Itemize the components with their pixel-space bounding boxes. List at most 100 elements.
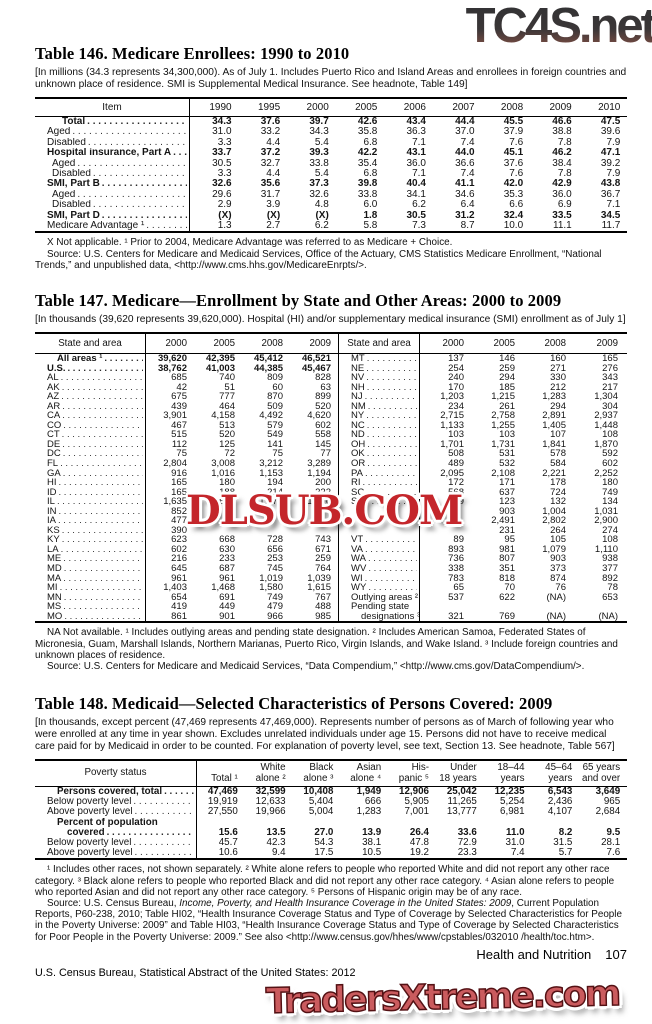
cell: 217 xyxy=(602,382,618,393)
row-label-text: IL xyxy=(47,497,55,507)
row-label-text: KY xyxy=(47,535,60,545)
row-label: HI xyxy=(35,478,146,488)
row-label: MD xyxy=(35,564,146,574)
cell: 39.3 xyxy=(309,148,329,159)
row-label: AR xyxy=(35,401,146,412)
cell: 892 xyxy=(602,573,618,584)
row-label: MA xyxy=(35,573,146,584)
column-header-year: 2008 xyxy=(500,102,524,113)
cell: 77 xyxy=(290,449,339,460)
leader-dots xyxy=(93,200,187,210)
cell: 7.4 xyxy=(510,848,525,859)
table146: Item 1990 1995 2000 2005 2006 2007 2008 … xyxy=(35,97,627,234)
row-label-text: DC xyxy=(47,449,61,460)
cell: 30.5 xyxy=(406,210,426,221)
cell: 724 xyxy=(550,487,566,498)
row-label-text: Pending state xyxy=(351,602,410,612)
row-label-text: U.S. xyxy=(47,363,66,374)
cell: 532 xyxy=(499,459,515,469)
cell xyxy=(420,602,471,612)
cell: 903 xyxy=(499,506,515,517)
source-text: Source: U.S. Census Bureau, xyxy=(47,898,180,910)
cell: 76 xyxy=(555,583,566,593)
row-label: Disabled xyxy=(35,200,190,211)
row-label-text: NY xyxy=(351,411,365,421)
cell: 520 xyxy=(219,430,235,440)
cell: 966 xyxy=(267,611,283,622)
cell: 17.5 xyxy=(314,848,334,859)
cell xyxy=(573,602,625,612)
table147-body: All areas ¹ 39,620 42,395 45,412 46,521 MT 137… xyxy=(35,354,627,622)
leader-dots xyxy=(62,383,143,393)
cell: 7.8 xyxy=(557,137,572,148)
row-label: Medicare Advantage ¹ xyxy=(35,221,190,232)
cell: 509 xyxy=(267,401,283,412)
table148: Poverty status Total ¹ White alone ² Bla… xyxy=(35,759,627,861)
cell xyxy=(436,818,484,828)
table146-header-row: Item 1990 1995 2000 2005 2006 2007 2008 … xyxy=(35,99,627,117)
watermark-tc4s: TC4S.net xyxy=(465,0,652,53)
column-header-year: 2009 xyxy=(596,338,618,349)
row-label-text: Aged xyxy=(52,189,76,200)
cell: 13,777 xyxy=(446,807,477,818)
table147-header-row: State and area 2000 2005 2008 2009 State… xyxy=(35,334,627,354)
row-label-text: SD xyxy=(351,497,365,507)
leader-dots xyxy=(368,583,417,593)
cell: 60 xyxy=(272,382,283,393)
row-label-text: MO xyxy=(47,611,63,622)
leader-dots xyxy=(93,169,187,179)
column-header-year: 2000 xyxy=(442,338,464,349)
cell: 728 xyxy=(267,535,283,545)
row-label-text: PA xyxy=(351,468,363,479)
cell: 200 xyxy=(290,478,339,488)
row-label-text: MS xyxy=(47,602,62,612)
cell: 271 xyxy=(550,363,566,374)
leader-dots xyxy=(365,574,417,584)
cell: 749 xyxy=(267,592,283,603)
cell: 108 xyxy=(602,430,618,440)
cell: 2,900 xyxy=(594,516,618,526)
cell: 4,492 xyxy=(259,411,283,421)
cell: 259 xyxy=(499,363,515,374)
cell: 7.1 xyxy=(412,169,426,180)
cell: 1,016 xyxy=(211,468,235,479)
column-header-year: 2000 xyxy=(306,102,329,113)
cell: 27.0 xyxy=(314,827,334,838)
cell: 7.9 xyxy=(606,137,621,148)
row-label: IN xyxy=(35,506,146,517)
cell: 1,004 xyxy=(542,506,566,517)
row-label-text: HI xyxy=(47,478,57,488)
cell: 7.8 xyxy=(557,169,572,180)
cell: 3.3 xyxy=(217,137,232,148)
column-header-year: 1995 xyxy=(257,102,281,113)
cell: 7.4 xyxy=(460,137,475,148)
row-label: Above poverty level xyxy=(35,807,197,818)
cell: (X) xyxy=(315,210,329,221)
row-label-text: AL xyxy=(47,373,59,383)
cell: 134 xyxy=(602,497,618,507)
cell: 449 xyxy=(219,602,235,612)
table-row: Below poverty level 45.7 42.3 54.3 38.1 47.8 7… xyxy=(35,838,627,849)
row-label-text: Below poverty level xyxy=(47,797,132,808)
cell: 2,108 xyxy=(491,468,515,479)
table-row: Disabled 2.9 3.9 4.8 6.0 6.2 6.4 6.6 6.9 7.1 xyxy=(35,200,627,211)
leader-dots xyxy=(107,828,194,838)
leader-dots xyxy=(135,848,195,858)
cell: 1,153 xyxy=(259,468,283,479)
cell: 36.6 xyxy=(455,158,475,169)
cell: 38,762 xyxy=(157,363,187,374)
cell: 7.6 xyxy=(509,169,524,180)
cell: 231 xyxy=(499,525,515,536)
cell: 6.4 xyxy=(460,200,475,211)
row-label: AK xyxy=(35,382,146,393)
leader-dots xyxy=(59,478,144,488)
cell: 34.5 xyxy=(600,210,621,221)
table-row: MS 419 449 479 488 Pending state xyxy=(35,602,627,612)
cell: 6.6 xyxy=(509,200,524,211)
row-label: IA xyxy=(35,516,146,526)
cell: 132 xyxy=(550,497,566,507)
cell: 961 xyxy=(219,573,235,584)
cell: 2,221 xyxy=(542,468,566,479)
column-header-year: 2007 xyxy=(452,102,475,113)
row-label: NH xyxy=(339,382,420,393)
